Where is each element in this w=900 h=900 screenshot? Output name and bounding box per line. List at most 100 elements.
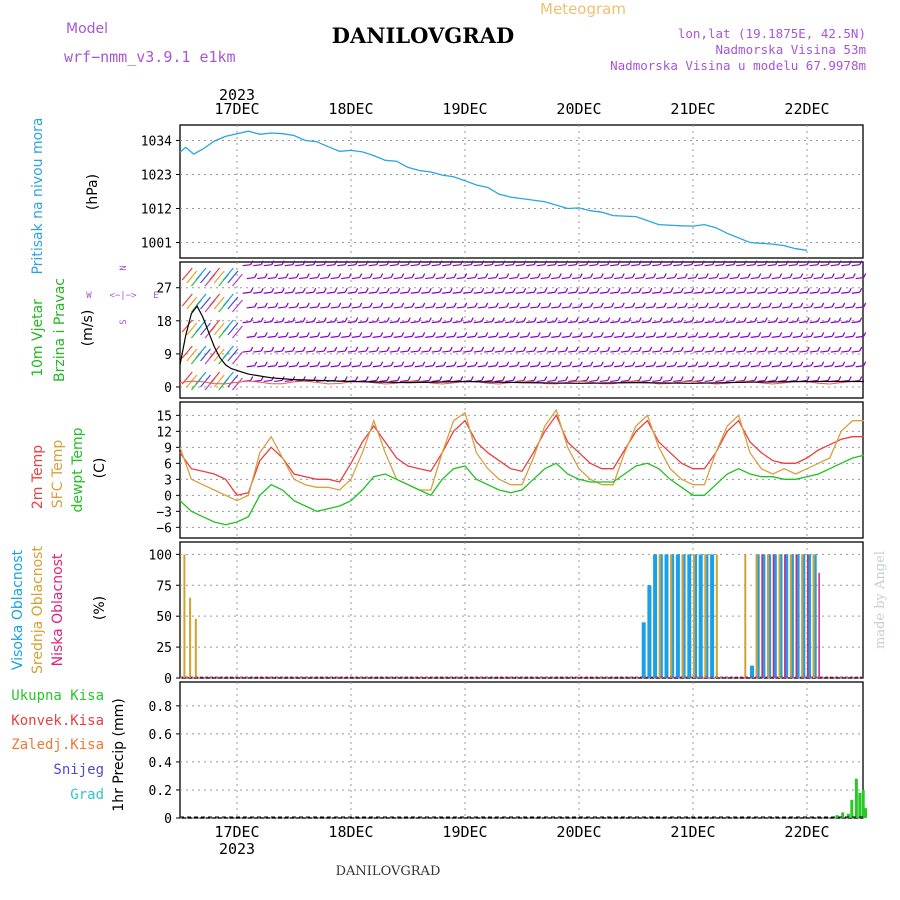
cloud-frame (179, 541, 864, 679)
wind-barb (673, 264, 682, 267)
wind-barb-tick (838, 317, 842, 322)
wind-barb-tick (544, 317, 548, 322)
wind-barb-tick (491, 376, 495, 381)
wind-barb-tick (600, 273, 604, 278)
wind-barb-tick (649, 260, 653, 265)
wind-barb (662, 291, 671, 294)
wind-barb-tick (464, 302, 468, 308)
top-year-label: 2023 (219, 86, 255, 104)
wind-barb-tick (344, 376, 348, 381)
wind-ytick-label: 27 (156, 282, 172, 297)
wind-barb-tick (779, 332, 783, 337)
wind-speed-trace (179, 380, 865, 385)
wind-barb-tick (642, 361, 646, 367)
wind-barb-tick (796, 346, 800, 352)
wind-barb (267, 335, 276, 338)
wind-barb-tick (779, 273, 783, 278)
wind-barb (782, 365, 791, 368)
wind-barb (572, 335, 581, 338)
wind-barb (473, 321, 482, 324)
temp-dew-label: dewpt Temp (70, 427, 86, 512)
wind-barb (666, 365, 675, 368)
wind-barb-tick (754, 346, 758, 352)
pressure-ytick-label: 1034 (141, 134, 172, 149)
wind-barb (708, 306, 717, 309)
wind-barb-tick (334, 376, 338, 381)
wind-barb (610, 291, 619, 294)
wind-barb (578, 264, 587, 267)
wind-barb (719, 276, 728, 280)
wind-barb-tick (439, 317, 443, 322)
wind-barb-tick (600, 361, 604, 367)
wind-barb (698, 365, 707, 368)
wind-barb (362, 306, 371, 309)
wind-ytick-label: 0 (164, 381, 172, 396)
lonlat-label: lon,lat (19.1875E, 42.5N) (678, 26, 866, 41)
wind-barb-tick (674, 361, 678, 367)
wind-barb-tick (600, 332, 604, 337)
wind-barb-tick (737, 361, 741, 367)
precip-grad-label: Grad (70, 787, 104, 803)
wind-barb-tick (428, 260, 432, 265)
cloud-bar (807, 554, 811, 678)
wind-barb (851, 350, 860, 353)
bottom-year-label: 2023 (219, 840, 255, 858)
wind-barb (305, 291, 314, 294)
wind-barb (295, 350, 304, 353)
wind-barb (746, 350, 755, 353)
wind-barb (782, 335, 791, 338)
wind-barb-tick (401, 361, 405, 367)
wind-barb (778, 264, 787, 267)
cloud-bar (750, 665, 754, 678)
wind-barb-tick (785, 346, 789, 352)
wind-barb-tick (250, 317, 254, 322)
cloud-bar (641, 622, 646, 678)
wind-barb (456, 335, 465, 338)
wind-barb-tick (821, 361, 825, 367)
wind-barb (656, 306, 665, 309)
wind-barb-tick (386, 376, 390, 381)
wind-barb (652, 291, 661, 294)
wind-barb (431, 321, 440, 324)
wind-barb-tick (632, 273, 636, 278)
wind-gust-arrow (231, 273, 243, 287)
wind-barb-tick (674, 273, 678, 278)
precip-conv-label: Konvek.Kisa (11, 713, 104, 729)
wind-barb-tick (684, 302, 688, 308)
wind-barb (845, 365, 854, 368)
wind-barb-tick (376, 260, 380, 265)
wind-barb (578, 350, 587, 353)
wind-barb-tick (453, 332, 457, 337)
wind-barb-tick (554, 317, 558, 322)
wind-barb (316, 321, 325, 324)
wind-gust-arrow (181, 319, 193, 333)
wind-barb-tick (264, 302, 268, 308)
wind-barb-tick (838, 376, 842, 381)
cloud-ytick-label: 75 (156, 579, 172, 594)
wind-barb-tick (386, 260, 390, 265)
temp-ytick-label: 9 (164, 441, 172, 456)
wind-barb-tick (533, 346, 537, 352)
wind-barb-tick (596, 317, 600, 322)
elevation-label: Nadmorska Visina 53m (715, 42, 866, 57)
wind-barb (274, 264, 283, 267)
wind-barb-tick (481, 287, 485, 293)
wind-barb-tick (376, 376, 380, 381)
wind-barb-tick (695, 273, 699, 278)
wind-barb-tick (533, 287, 537, 293)
wind-gust-arrow (186, 348, 198, 362)
wind-barb-tick (481, 317, 485, 322)
wind-barb-tick (785, 376, 789, 381)
wind-barb-tick (586, 260, 590, 265)
wind-barb-tick (512, 260, 516, 265)
wind-barb-tick (743, 287, 747, 293)
wind-barb (551, 306, 560, 309)
wind-barb (368, 350, 377, 353)
wind-barb (568, 321, 577, 324)
wind-barb (431, 379, 440, 383)
cloud-panel: 0 25 50 75 100 (149, 541, 864, 687)
wind-barb-tick (775, 376, 779, 381)
wind-barb (473, 291, 482, 294)
wind-barb-tick (348, 302, 352, 308)
wind-barb (431, 264, 440, 267)
